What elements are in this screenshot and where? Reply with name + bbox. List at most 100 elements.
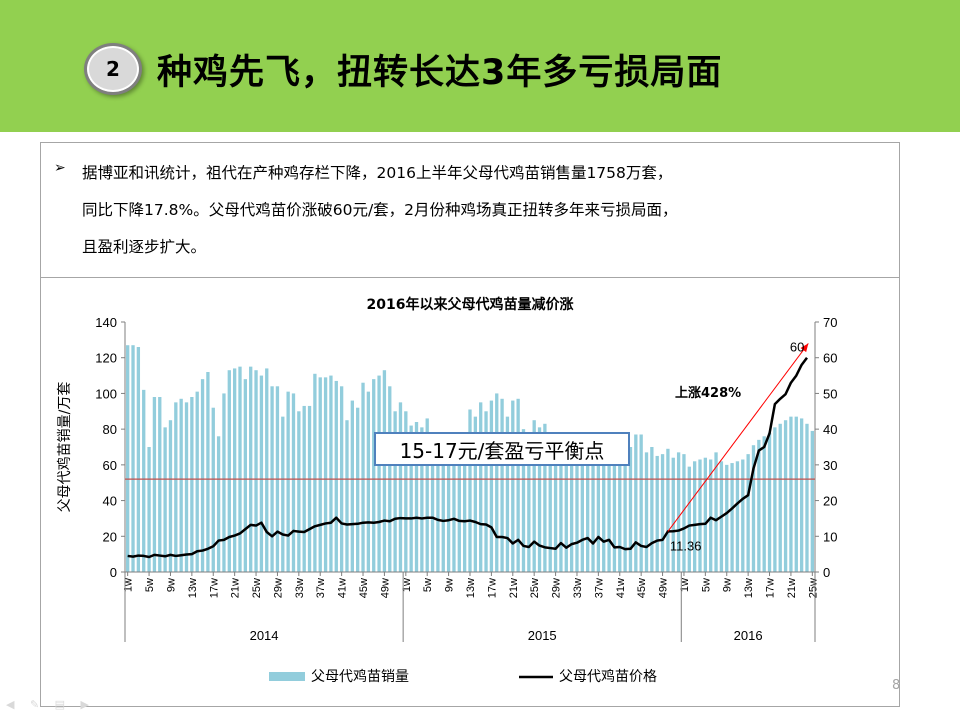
sales-bar (783, 420, 788, 572)
x-tick-label: 37w (593, 578, 605, 598)
sales-bar (569, 439, 574, 572)
sales-bar (709, 459, 713, 572)
sales-bar (596, 450, 601, 572)
sales-bar (516, 398, 520, 572)
sales-bar (644, 452, 649, 572)
sales-bar (222, 393, 226, 572)
sales-bar (805, 423, 809, 572)
sales-bar (735, 461, 740, 572)
sales-bar (767, 432, 772, 572)
sales-bar (334, 380, 338, 572)
sales-bar (650, 447, 654, 572)
sales-bar (628, 447, 633, 572)
sales-bar (297, 411, 301, 572)
sales-bar (259, 375, 264, 572)
sales-bar (682, 454, 686, 572)
sales-bar (136, 347, 141, 572)
x-tick-label: 25w (807, 578, 819, 598)
sales-bar (655, 455, 659, 572)
sales-bar (329, 375, 333, 572)
sales-bar (430, 443, 435, 572)
sales-bar (211, 407, 215, 572)
sales-bar (361, 382, 365, 572)
x-tick-label: 17w (486, 578, 498, 598)
sales-bar (692, 461, 697, 572)
sales-bar (291, 393, 296, 572)
sales-bar (420, 427, 424, 572)
sales-bar (789, 416, 793, 572)
sales-bar (698, 459, 702, 572)
sales-bar (232, 368, 237, 572)
slide-title: 种鸡先飞，扭转长达3年多亏损局面 (157, 53, 723, 93)
left-tick-label: 40 (103, 494, 117, 509)
x-tick-label: 5w (700, 578, 712, 592)
sales-bar (751, 445, 756, 572)
sales-bar (489, 400, 494, 572)
sales-bar (623, 452, 627, 572)
sales-bar (500, 398, 504, 572)
sales-bar (126, 345, 130, 572)
sales-bar (612, 448, 617, 572)
rise-arrow-line (667, 343, 809, 532)
sales-bar (366, 391, 371, 572)
bullet-arrow-icon: ➢ (54, 160, 66, 176)
sales-bar (152, 397, 157, 572)
breakeven-callout: 15-17元/套盈亏平衡点 (374, 432, 630, 466)
sales-bar (307, 405, 312, 572)
sales-bar (238, 366, 242, 572)
x-tick-label: 25w (529, 578, 541, 598)
sales-bar (773, 427, 777, 572)
sales-bar (206, 372, 210, 572)
left-tick-label: 120 (95, 351, 117, 366)
chart-container: 2016年以来父母代鸡苗量减价涨 0 20 40 60 80 100 120 140 0 10 20 3… (43, 282, 855, 706)
sales-bar (580, 447, 584, 572)
sales-bar (158, 397, 162, 572)
sales-bar (356, 407, 360, 572)
sales-bar (195, 391, 199, 572)
sales-bar (778, 423, 782, 572)
price-line (127, 356, 808, 559)
sales-bar (543, 423, 547, 572)
sales-bar (479, 402, 483, 572)
sales-bar (446, 443, 451, 572)
legend-line-label: 父母代鸡苗价格 (559, 668, 657, 685)
content-frame (40, 142, 900, 707)
section-number-badge: 2 (84, 43, 142, 95)
sales-bar (687, 466, 691, 572)
sales-bar (548, 438, 552, 572)
end-price-label: 60 (790, 340, 804, 355)
sales-bar (484, 411, 488, 572)
sales-bar (243, 379, 248, 572)
sales-bar (216, 436, 221, 572)
sales-bar (323, 377, 328, 572)
left-tick-label: 80 (103, 422, 117, 437)
sales-bar (537, 427, 542, 572)
sales-bar (495, 393, 499, 572)
sales-bar (473, 416, 478, 572)
paragraph-line-1: 据博亚和讯统计，祖代在产种鸡存栏下降，2016上半年父母代鸡苗销售量1758万套… (82, 164, 673, 182)
right-tick-label: 60 (823, 351, 837, 366)
sales-bar (757, 439, 761, 572)
sales-bar (184, 402, 189, 572)
sales-bar (350, 400, 354, 572)
title-banner (0, 0, 960, 132)
x-tick-label: 17w (208, 578, 220, 598)
x-tick-label: 41w (615, 578, 627, 598)
sales-bar (810, 430, 814, 572)
slide-nav-icons: ◀ ✎ ▤ ▶ (6, 698, 96, 711)
x-tick-label: 21w (230, 578, 242, 598)
left-tick-label: 140 (95, 315, 117, 330)
x-tick-label: 45w (358, 578, 370, 598)
sales-bar (441, 432, 445, 572)
right-tick-label: 20 (823, 494, 837, 509)
sales-bar (249, 366, 253, 572)
sales-bar (286, 391, 290, 572)
x-tick-label: 33w (572, 578, 584, 598)
sales-bar (393, 411, 397, 572)
sales-bar (436, 436, 440, 572)
sales-bar (676, 452, 681, 572)
sales-bar (281, 416, 285, 572)
x-tick-label: 1w (679, 578, 691, 592)
x-tick-label: 33w (294, 578, 306, 598)
sales-bar (254, 370, 258, 572)
